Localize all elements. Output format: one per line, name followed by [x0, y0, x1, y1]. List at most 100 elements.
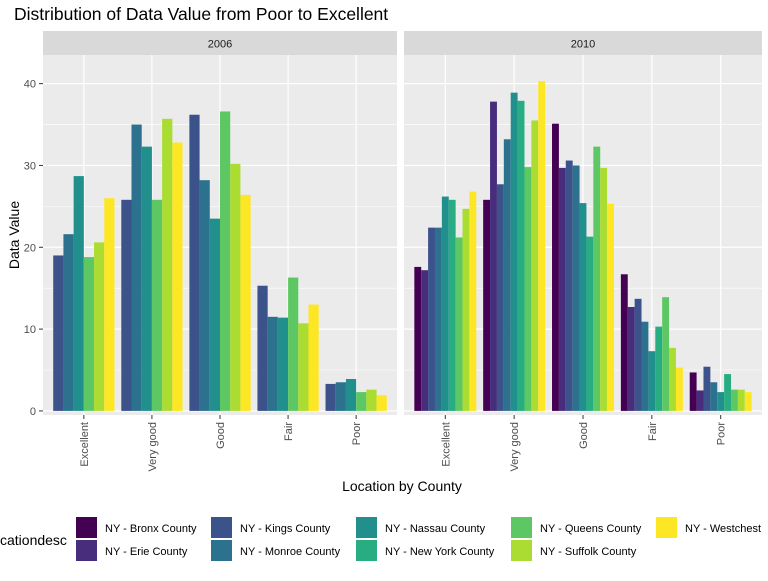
bar-2010-very-good-ny-westchester-county — [538, 81, 546, 411]
bar-2010-good-ny-queens-county — [593, 146, 601, 411]
bar-2006-good-ny-kings-county — [189, 114, 200, 411]
bar-2006-good-ny-queens-county — [220, 111, 231, 411]
legend-swatch-ny-monroe-county — [211, 540, 232, 561]
bar-2006-poor-ny-westchester-county — [376, 395, 387, 411]
bar-2010-poor-ny-suffolk-county — [737, 389, 745, 411]
bar-2010-good-ny-erie-county — [558, 167, 566, 411]
y-tick-label: 40 — [24, 79, 36, 91]
bar-2006-excellent-ny-westchester-county — [104, 198, 115, 411]
legend-swatch-ny-nassau-county — [356, 517, 377, 538]
bar-2010-very-good-ny-suffolk-county — [531, 120, 539, 411]
bar-2006-very-good-ny-monroe-county — [131, 124, 142, 411]
x-tick-label-excellent: Excellent — [79, 422, 91, 467]
bar-2010-poor-ny-bronx-county — [689, 372, 697, 411]
bar-2010-fair-ny-kings-county — [634, 298, 642, 411]
bar-2010-poor-ny-kings-county — [703, 366, 711, 411]
x-tick-label-good: Good — [578, 422, 590, 449]
bar-2006-fair-ny-suffolk-county — [298, 323, 309, 411]
legend-label-ny-new-york-county: NY - New York County — [385, 546, 495, 558]
bar-2010-good-ny-westchester-county — [607, 203, 614, 411]
legend-label-ny-monroe-county: NY - Monroe County — [240, 546, 341, 558]
bar-2006-excellent-ny-nassau-county — [73, 176, 84, 411]
bar-2010-excellent-ny-monroe-county — [434, 227, 442, 411]
bar-2010-excellent-ny-kings-county — [428, 227, 435, 411]
facet-strip — [404, 31, 762, 55]
bar-2006-very-good-ny-nassau-county — [141, 146, 152, 411]
bar-2010-poor-ny-erie-county — [696, 390, 704, 411]
bar-2010-fair-ny-nassau-county — [648, 351, 656, 411]
bar-2006-very-good-ny-kings-county — [121, 199, 132, 411]
bar-2010-fair-ny-bronx-county — [620, 274, 628, 411]
bar-2010-poor-ny-westchester-county — [744, 392, 752, 411]
bar-2006-poor-ny-queens-county — [356, 392, 367, 411]
bar-2006-poor-ny-suffolk-county — [366, 389, 377, 411]
bar-2006-good-ny-suffolk-county — [230, 163, 241, 411]
legend-swatch-ny-bronx-county — [76, 517, 97, 538]
bar-2006-poor-ny-monroe-county — [335, 382, 346, 411]
x-axis-label: Location by County — [342, 478, 462, 494]
bar-2010-very-good-ny-queens-county — [524, 167, 532, 411]
x-tick-label-fair: Fair — [283, 422, 295, 441]
x-tick-label-good: Good — [215, 422, 227, 449]
legend-swatch-ny-suffolk-county — [511, 540, 532, 561]
legend-swatch-ny-kings-county — [211, 517, 232, 538]
bar-2010-very-good-ny-bronx-county — [483, 199, 491, 411]
legend-label-ny-bronx-county: NY - Bronx County — [105, 523, 197, 535]
bar-2010-poor-ny-new-york-county — [724, 374, 732, 411]
bar-2006-fair-ny-kings-county — [257, 285, 268, 411]
y-tick-label: 20 — [24, 242, 36, 254]
bar-2006-excellent-ny-monroe-county — [63, 234, 74, 411]
legend-label-ny-westchester-county: NY - Westchest — [685, 523, 761, 535]
bar-2010-very-good-ny-monroe-county — [503, 139, 511, 411]
bar-2006-good-ny-westchester-county — [240, 194, 251, 411]
bar-2010-excellent-ny-westchester-county — [469, 191, 477, 411]
facet-strip-label: 2006 — [208, 39, 232, 51]
bar-2006-very-good-ny-queens-county — [151, 199, 163, 411]
legend-swatch-ny-new-york-county — [356, 540, 377, 561]
bar-2006-very-good-ny-westchester-county — [172, 142, 183, 411]
bar-2006-fair-ny-monroe-county — [267, 316, 278, 411]
y-tick-label: 10 — [24, 324, 36, 336]
bar-2006-poor-ny-kings-county — [325, 383, 336, 411]
legend-title: cationdesc — [0, 532, 67, 548]
bar-2010-fair-ny-monroe-county — [641, 321, 649, 411]
bar-2010-fair-ny-suffolk-county — [669, 347, 676, 411]
bar-2010-poor-ny-monroe-county — [710, 382, 718, 411]
bar-2006-fair-ny-queens-county — [288, 277, 299, 411]
bar-2006-very-good-ny-suffolk-county — [162, 118, 173, 411]
x-tick-label-very-good: Very good — [509, 422, 521, 472]
bar-2010-good-ny-kings-county — [565, 160, 573, 411]
legend-swatch-ny-erie-county — [76, 540, 97, 561]
bar-2010-fair-ny-new-york-county — [655, 326, 663, 411]
facet-strip — [43, 31, 397, 55]
legend-label-ny-kings-county: NY - Kings County — [240, 523, 331, 535]
x-tick-label-excellent: Excellent — [440, 422, 452, 467]
bar-2010-good-ny-suffolk-county — [600, 167, 608, 411]
bar-2006-excellent-ny-queens-county — [83, 257, 95, 411]
bar-2010-excellent-ny-nassau-county — [441, 196, 449, 411]
legend-swatch-ny-queens-county — [511, 517, 532, 538]
bar-2010-poor-ny-nassau-county — [717, 392, 725, 411]
x-tick-label-poor: Poor — [716, 422, 728, 446]
x-tick-label-poor: Poor — [351, 422, 363, 446]
bar-2010-very-good-ny-nassau-county — [510, 92, 518, 411]
bar-2010-excellent-ny-new-york-county — [448, 199, 456, 411]
bar-2010-excellent-ny-queens-county — [455, 237, 463, 411]
bar-2010-excellent-ny-erie-county — [421, 270, 429, 411]
chart-title: Distribution of Data Value from Poor to … — [14, 4, 388, 24]
bar-2006-excellent-ny-suffolk-county — [94, 242, 105, 411]
legend-label-ny-erie-county: NY - Erie County — [105, 546, 188, 558]
bar-2006-fair-ny-westchester-county — [308, 304, 319, 411]
bar-2006-excellent-ny-kings-county — [53, 255, 64, 411]
panel-2006: 2006 Excellent Very good Good Fair Poor 0 10 20 3… — [24, 31, 397, 472]
x-tick-label-very-good: Very good — [147, 422, 159, 472]
bar-2010-fair-ny-erie-county — [627, 307, 635, 411]
facet-strip-label: 2010 — [571, 39, 595, 51]
bar-2006-good-ny-monroe-county — [199, 180, 210, 411]
panel-2010: 2010 Excellent Very good Good Fair Poor — [404, 31, 762, 472]
legend-label-ny-suffolk-county: NY - Suffolk County — [540, 546, 637, 558]
bar-2006-poor-ny-nassau-county — [345, 379, 357, 411]
legend-swatch-ny-westchester-county — [656, 517, 677, 538]
